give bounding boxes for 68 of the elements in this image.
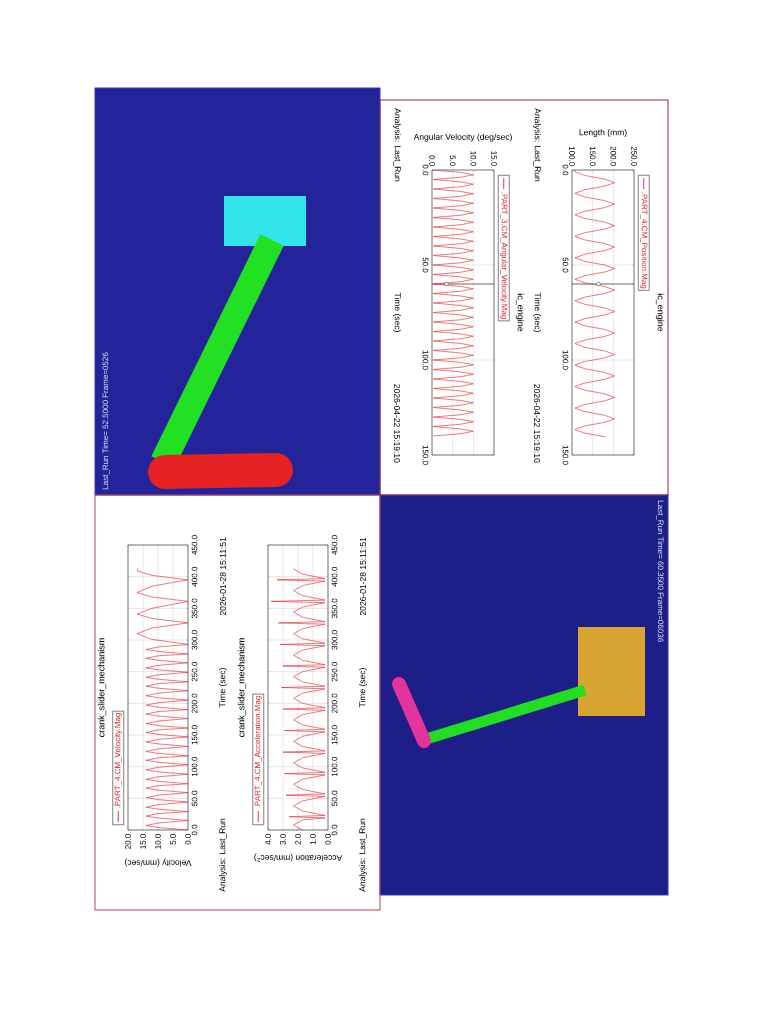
x-axis-title: Acceleration (mm/sec$^{2}$): [254, 853, 343, 863]
y-tick-label: 150.0: [422, 445, 429, 465]
y-tick-label: 400.0: [331, 566, 338, 587]
legend-label: .PART_3.CM_Angular_Velocity.Mag: [500, 192, 508, 319]
x-tick-label: 3.0: [280, 834, 286, 845]
x-tick-label: 10.0: [470, 151, 477, 166]
y-tick-label: 50.0: [331, 790, 338, 806]
x-tick-label: 200.0: [610, 146, 617, 166]
y-axis-title: Time (sec): [359, 668, 367, 708]
y-tick-label: 100.0: [562, 350, 569, 370]
y-tick-label: 0.0: [331, 824, 338, 836]
x-tick-label: 5.0: [170, 834, 176, 845]
y-tick-label: 400.0: [191, 566, 198, 587]
y-tick-label: 50.0: [191, 790, 198, 806]
x-tick-label: 2.0: [295, 834, 301, 845]
text: .PART_4.CM_Velocity.Mag: [114, 713, 122, 808]
x-tick-label: 15.0: [491, 151, 497, 166]
y-tick-label: 100.0: [422, 350, 429, 370]
text: 2026-01-28 15:11:51: [360, 537, 366, 616]
text: crank_slider_mechanism: [237, 638, 247, 737]
text: ic_engine: [655, 293, 665, 332]
y-tick-label: 200.0: [331, 693, 338, 713]
y-axis-title: Time (sec): [393, 292, 401, 332]
y-axis-title: Time (sec): [533, 292, 541, 332]
text: Last_Run Time= 60.3500 Frame=06036: [656, 500, 664, 642]
x-axis-title: Angular Velocity (deg/sec): [413, 133, 512, 142]
y-axis-title: Time (sec): [219, 668, 227, 708]
y-tick-label: 200.0: [191, 693, 198, 713]
x-tick-label: 5.0: [449, 155, 456, 166]
y-tick-label: 100.0: [331, 756, 338, 777]
y-tick-label: 150.0: [331, 725, 338, 745]
text: 2026-04-22 15:19:10: [394, 384, 401, 463]
y-tick-label: 300.0: [191, 630, 198, 650]
text: ic_engine: [515, 293, 525, 332]
y-tick-label: 0.0: [562, 164, 569, 176]
y-tick-label: 350.0: [191, 598, 198, 619]
x-tick-label: 4.0: [265, 834, 271, 845]
text: .PART_4.CM_Acceleration.Mag: [254, 696, 262, 808]
text: Last_Run Time= 52.5000 Frame=0526: [102, 352, 110, 490]
text: Analysis: Last_Run: [219, 818, 227, 892]
text: Analysis: Last_Run: [359, 818, 367, 892]
y-tick-label: 350.0: [331, 598, 338, 619]
y-tick-label: 450.0: [331, 535, 338, 555]
y-tick-label: 450.0: [191, 535, 198, 555]
text: Analysis: Last_Run: [533, 108, 541, 182]
y-tick-label: 50.0: [422, 257, 429, 273]
text: crank_slider_mechanism: [97, 638, 107, 737]
x-tick-label: 1.0: [310, 834, 316, 845]
y-tick-label: 150.0: [562, 445, 569, 465]
legend-label: .PART_4.CM_Position.Mag: [640, 192, 648, 289]
text: Analysis: Last_Run: [393, 108, 401, 182]
y-tick-label: 0.0: [422, 164, 429, 176]
x-tick-label: 20.0: [125, 834, 131, 849]
y-tick-label: 50.0: [562, 257, 569, 273]
y-tick-label: 300.0: [331, 630, 338, 650]
y-tick-label: 150.0: [191, 725, 198, 745]
x-tick-label: 250.0: [631, 146, 637, 166]
y-tick-label: 250.0: [191, 661, 198, 682]
y-tick-label: 0.0: [191, 824, 198, 836]
y-tick-label: 100.0: [191, 756, 198, 777]
text: 2026-01-28 15:11:51: [220, 537, 227, 616]
y-tick-label: 250.0: [331, 661, 338, 682]
text: 2026-04-22 15:19:10: [534, 384, 541, 463]
x-tick-label: 150.0: [589, 146, 596, 166]
x-axis-title: Length (mm): [579, 129, 627, 137]
x-axis-title: Velocity (mm/sec): [125, 858, 192, 867]
x-tick-label: 15.0: [140, 834, 146, 849]
x-tick-label: 10.0: [155, 834, 161, 849]
